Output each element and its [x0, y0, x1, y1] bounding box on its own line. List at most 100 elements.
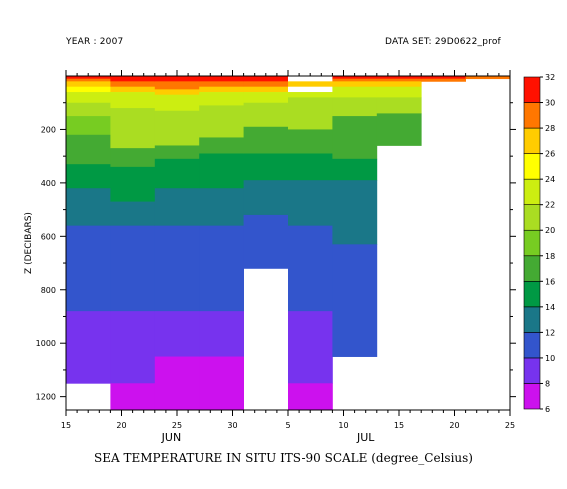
heatmap-cell — [199, 105, 244, 138]
heatmap-cell — [199, 225, 244, 312]
heatmap-cell — [154, 145, 200, 160]
heatmap-cell — [376, 78, 422, 82]
heatmap-cell — [376, 76, 422, 80]
heatmap-cell — [332, 86, 378, 98]
dataset-label: DATA SET: 29D0622_prof — [385, 37, 501, 47]
heatmap-cell — [376, 81, 422, 88]
colorbar-swatch — [523, 357, 541, 384]
heatmap-cell — [288, 86, 333, 93]
y-axis: 200 400 600 800 1000 1200 — [36, 102, 516, 402]
x-tick-label: 25 — [172, 421, 182, 430]
colorbar-swatch — [523, 76, 541, 103]
colorbar-swatch — [523, 306, 541, 333]
year-label: YEAR : 2007 — [66, 37, 124, 47]
heatmap-cell — [110, 81, 156, 88]
month-label: JUN — [161, 431, 182, 444]
colorbar-swatch — [523, 229, 541, 257]
heatmap-cell — [376, 86, 422, 98]
heatmap-cell — [66, 134, 111, 165]
colorbar-swatch — [523, 281, 541, 308]
heatmap-cell — [288, 225, 333, 312]
heatmap-cell — [243, 81, 289, 88]
colorbar-label: 14 — [545, 303, 555, 312]
heatmap-cell — [110, 311, 156, 384]
heatmap-cell — [110, 108, 156, 149]
heatmap-cell — [332, 116, 378, 160]
month-label: JUL — [356, 431, 375, 444]
x-tick-label: 30 — [227, 421, 237, 430]
heatmap-cell — [154, 311, 200, 357]
heatmap-cell — [199, 92, 244, 106]
x-tick-label: 20 — [116, 421, 126, 430]
colorbar-label: 22 — [545, 201, 555, 210]
y-tick-label: 1200 — [36, 393, 56, 402]
heatmap-cell — [66, 116, 111, 136]
heatmap-cell — [110, 86, 156, 93]
colorbar-swatch — [523, 204, 541, 231]
heatmap-cell — [421, 78, 466, 82]
heatmap-cell — [66, 78, 111, 82]
heatmap-cell — [154, 356, 200, 411]
heatmap-cell — [66, 188, 111, 227]
heatmap-cell — [243, 153, 289, 181]
heatmap-cell — [110, 76, 156, 82]
y-tick-label: 800 — [41, 286, 56, 295]
x-tick-label: 20 — [449, 421, 459, 430]
heatmap-cell — [288, 129, 333, 154]
heatmap-cell — [465, 76, 511, 80]
colorbar-label: 32 — [545, 73, 555, 82]
heatmap-cell — [243, 86, 289, 93]
heatmap-cell — [154, 225, 200, 312]
heatmap-cell — [332, 158, 378, 181]
y-tick-label: 600 — [41, 232, 56, 241]
x-tick-label: 5 — [285, 421, 290, 430]
heatmap-cell — [288, 311, 333, 384]
heatmap-cell — [288, 76, 333, 82]
colorbar: 6 8 10 12 14 16 18 20 22 24 26 28 30 32 — [523, 73, 555, 414]
heatmap-cell — [243, 214, 289, 269]
x-tick-label: 10 — [338, 421, 348, 430]
x-tick-label: 15 — [61, 421, 71, 430]
heatmap-cell — [199, 137, 244, 154]
heatmap-cell — [66, 86, 111, 93]
chart-caption: SEA TEMPERATURE IN SITU ITS-90 SCALE (de… — [94, 451, 473, 465]
y-tick-label: 200 — [41, 125, 56, 134]
heatmap-cell — [199, 188, 244, 227]
colorbar-label: 20 — [545, 226, 555, 235]
heatmap-cell — [66, 311, 111, 384]
heatmap-cell — [199, 81, 244, 88]
heatmap-cell — [154, 81, 200, 90]
heatmap-cell — [243, 92, 289, 104]
heatmap-cell — [154, 76, 200, 82]
colorbar-label: 6 — [545, 405, 550, 414]
heatmap-cell — [110, 166, 156, 202]
heatmap-cell — [66, 164, 111, 189]
colorbar-label: 8 — [545, 379, 550, 388]
colorbar-label: 18 — [545, 252, 555, 261]
heatmap-cell — [199, 86, 244, 93]
heatmap-cell — [288, 383, 333, 411]
heatmap-cell — [110, 148, 156, 168]
heatmap-cell — [243, 126, 289, 154]
colorbar-swatch — [523, 127, 541, 154]
heatmap-cell — [154, 94, 200, 112]
y-axis-title: Z (DECIBARS) — [24, 212, 34, 274]
colorbar-label: 24 — [545, 175, 555, 184]
heatmap-cell — [110, 225, 156, 312]
heatmap-cell — [66, 102, 111, 117]
heatmap-cell — [332, 78, 378, 82]
heatmap-cell — [332, 81, 378, 88]
heatmap-cell — [288, 153, 333, 181]
colorbar-label: 30 — [545, 99, 555, 108]
colorbar-swatch — [523, 153, 541, 180]
x-tick-label: 25 — [505, 421, 515, 430]
heatmap-cell — [243, 180, 289, 216]
heatmap-cell — [243, 102, 289, 128]
colorbar-label: 10 — [545, 354, 555, 363]
heatmap-cell — [243, 76, 289, 82]
heatmap-cell — [154, 188, 200, 227]
heatmap-cell — [376, 113, 422, 146]
heatmap-cell — [110, 92, 156, 109]
heatmap-cell — [154, 89, 200, 96]
